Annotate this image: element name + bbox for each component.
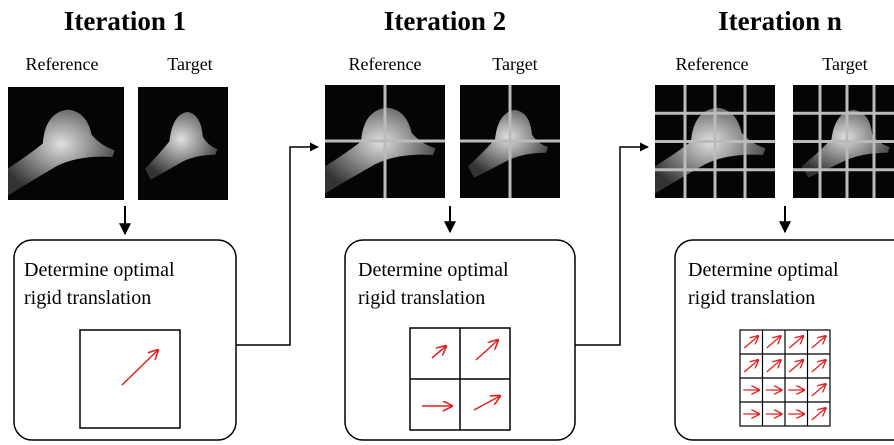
image-grid <box>655 85 894 198</box>
line <box>788 336 803 349</box>
target-label: Target <box>167 54 212 74</box>
target-label: Target <box>492 54 537 74</box>
target-label: Target <box>822 54 867 74</box>
line <box>743 336 758 349</box>
translation-grid <box>739 329 831 427</box>
translation-arrows <box>743 336 826 421</box>
process-box <box>674 239 894 441</box>
reference-label: Reference <box>676 54 749 74</box>
translation-arrows <box>422 340 500 410</box>
line <box>811 336 826 349</box>
box-text: Determine optimal <box>24 259 175 281</box>
image-grid <box>325 85 560 198</box>
line <box>766 360 781 373</box>
line <box>766 336 781 349</box>
connector <box>236 142 319 346</box>
box-text: rigid translation <box>358 287 485 309</box>
target-image <box>138 87 228 200</box>
process-box <box>13 239 237 441</box>
iteration-title: Iteration n <box>718 6 842 36</box>
box-text: rigid translation <box>24 287 151 309</box>
process-box <box>344 239 576 441</box>
connector <box>575 142 649 346</box>
line <box>788 360 803 373</box>
box-text: rigid translation <box>688 287 815 309</box>
grid-cell <box>79 329 181 429</box>
reference-label: Reference <box>26 54 99 74</box>
reference-label: Reference <box>349 54 422 74</box>
iteration-title: Iteration 2 <box>384 6 506 36</box>
line <box>811 408 826 421</box>
box-text: Determine optimal <box>358 259 509 281</box>
line <box>743 360 758 373</box>
translation-arrow <box>121 350 158 386</box>
translation-grid <box>409 327 511 431</box>
box-text: Determine optimal <box>688 259 839 281</box>
iteration-title: Iteration 1 <box>64 6 186 36</box>
line <box>811 384 826 397</box>
line <box>811 360 826 373</box>
reference-image <box>8 87 124 200</box>
